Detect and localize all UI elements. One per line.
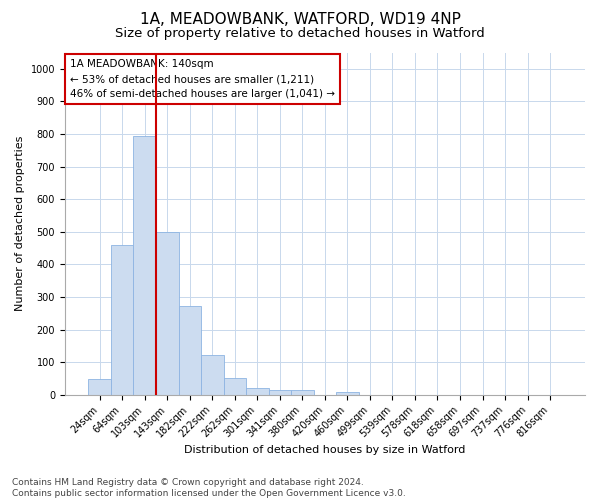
Bar [156, 232, 179, 394]
Text: Contains HM Land Registry data © Crown copyright and database right 2024.
Contai: Contains HM Land Registry data © Crown c… [12, 478, 406, 498]
Bar [111, 245, 133, 394]
Text: Size of property relative to detached houses in Watford: Size of property relative to detached ho… [115, 28, 485, 40]
Text: 1A, MEADOWBANK, WATFORD, WD19 4NP: 1A, MEADOWBANK, WATFORD, WD19 4NP [140, 12, 460, 28]
X-axis label: Distribution of detached houses by size in Watford: Distribution of detached houses by size … [184, 445, 466, 455]
Bar [179, 306, 201, 394]
Text: 1A MEADOWBANK: 140sqm
← 53% of detached houses are smaller (1,211)
46% of semi-d: 1A MEADOWBANK: 140sqm ← 53% of detached … [70, 60, 335, 99]
Y-axis label: Number of detached properties: Number of detached properties [15, 136, 25, 312]
Bar [336, 392, 359, 394]
Bar [88, 380, 111, 394]
Bar [133, 136, 156, 394]
Bar [269, 390, 291, 394]
Bar [201, 355, 224, 395]
Bar [224, 378, 246, 394]
Bar [291, 390, 314, 394]
Bar [246, 388, 269, 394]
